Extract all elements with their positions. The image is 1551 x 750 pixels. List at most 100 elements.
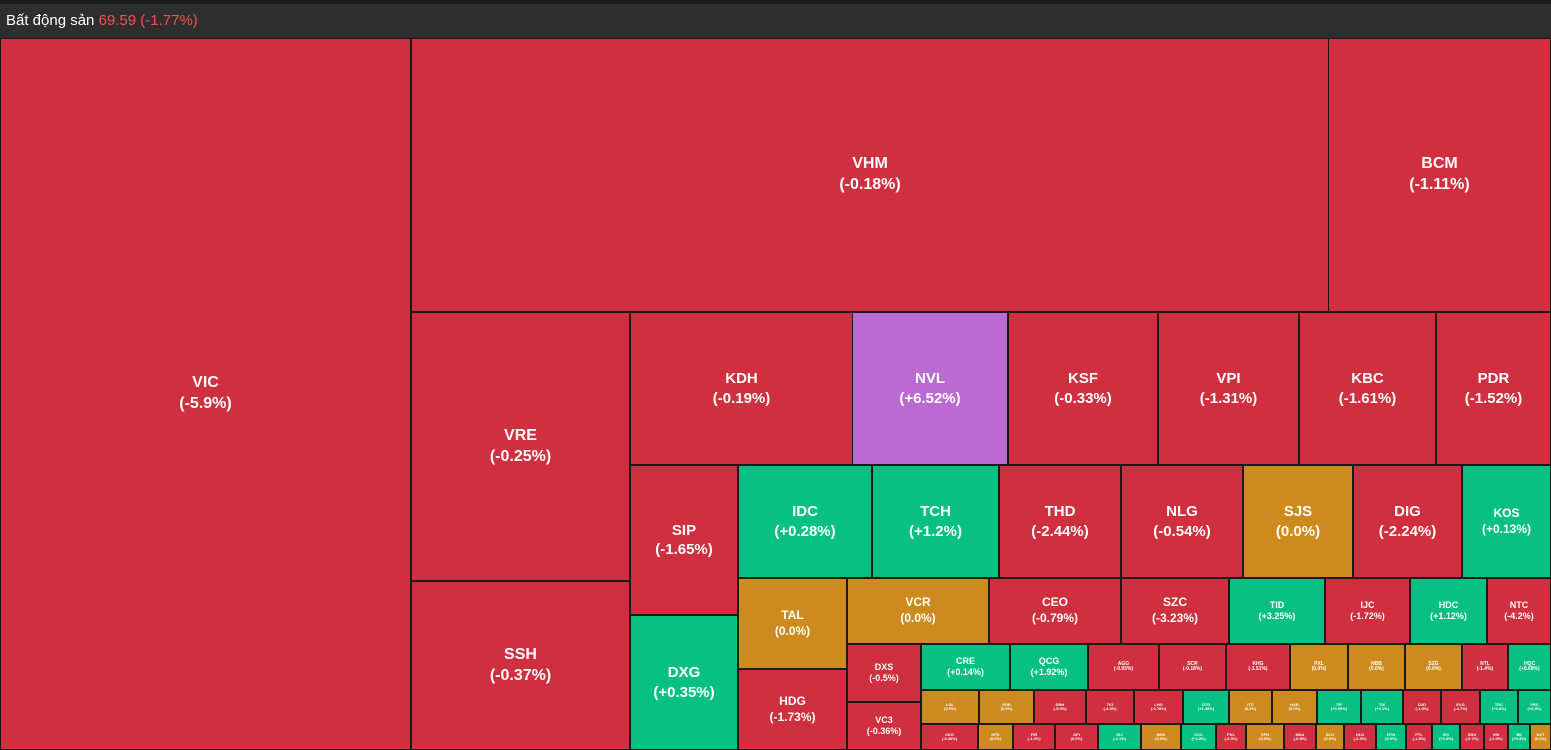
stock-tile-khg[interactable]: KHG (-1.51%): [1226, 644, 1290, 690]
stock-code: NTC: [1509, 600, 1529, 611]
stock-code: HLD: [1355, 731, 1365, 737]
stock-tile-api[interactable]: API (0.0%): [1055, 724, 1098, 750]
stock-tile-sgr[interactable]: SGR (0.0%): [979, 690, 1034, 724]
stock-tile-vni[interactable]: VNI (-2.0%): [1484, 724, 1508, 750]
stock-change: (-1.9%): [1415, 706, 1429, 711]
stock-change: (-0.5%): [869, 673, 899, 683]
stock-tile-idj[interactable]: IDJ (-2.1%): [1098, 724, 1141, 750]
stock-tile-ceo[interactable]: CEO (-0.79%): [989, 578, 1121, 644]
stock-change: (0.0%): [900, 611, 936, 625]
stock-tile-pvl[interactable]: PVL (-3.0%): [1216, 724, 1246, 750]
stock-change: (-2.24%): [1378, 522, 1437, 540]
stock-tile-vph[interactable]: VPH (0.0%): [1246, 724, 1284, 750]
stock-tile-scr[interactable]: SCR (-0.18%): [1159, 644, 1226, 690]
stock-code: LGL: [946, 701, 954, 707]
stock-tile-har[interactable]: HAR (0.0%): [1272, 690, 1317, 724]
stock-tile-vic[interactable]: VIC (-5.9%): [0, 38, 411, 750]
stock-tile-dtd[interactable]: DTD (+1.48%): [1183, 690, 1229, 724]
stock-change: (-3.23%): [1151, 611, 1198, 625]
stock-tile-kos[interactable]: KOS (+0.13%): [1462, 465, 1551, 578]
stock-change: (-1.65%): [655, 541, 713, 558]
stock-tile-cre[interactable]: CRE (+0.14%): [921, 644, 1010, 690]
stock-code: PXL: [1314, 660, 1324, 667]
stock-code: VPH: [1260, 731, 1270, 737]
stock-tile-tal[interactable]: TAL (0.0%): [738, 578, 847, 669]
stock-tile-idv[interactable]: IDV (+0.4%): [1432, 724, 1460, 750]
stock-tile-qcg[interactable]: QCG (+1.92%): [1010, 644, 1088, 690]
stock-code: SCR: [1187, 660, 1198, 667]
stock-tile-vpi[interactable]: VPI (-1.31%): [1158, 312, 1299, 465]
stock-tile-nbb[interactable]: NBB (0.0%): [1348, 644, 1405, 690]
stock-tile-agg[interactable]: AGG (-0.93%): [1088, 644, 1159, 690]
stock-tile-evg[interactable]: EVG (-4.7%): [1441, 690, 1480, 724]
stock-code: BCM: [1421, 155, 1458, 173]
stock-tile-dxs[interactable]: DXS (-0.5%): [847, 644, 921, 702]
stock-tile-itc[interactable]: ITC (0.0%): [1229, 690, 1272, 724]
stock-tile-hdc[interactable]: HDC (+1.12%): [1410, 578, 1487, 644]
stock-code: D2D: [1417, 701, 1426, 707]
stock-tile-ndn[interactable]: NDN (0.0%): [1141, 724, 1181, 750]
stock-tile-vre[interactable]: VRE (-0.25%): [411, 312, 630, 581]
stock-tile-tig[interactable]: TIG (-4.4%): [1086, 690, 1134, 724]
stock-tile-dlg[interactable]: DLG (0.0%): [1316, 724, 1344, 750]
stock-tile-pdr[interactable]: PDR (-1.52%): [1436, 312, 1551, 465]
stock-tile-d2d[interactable]: D2D (-1.9%): [1403, 690, 1441, 724]
stock-tile-tix[interactable]: TIX (+0.1%): [1361, 690, 1403, 724]
stock-tile-hld[interactable]: HLD (-2.3%): [1344, 724, 1376, 750]
stock-tile-vc3[interactable]: VC3 (-0.36%): [847, 702, 921, 750]
stock-tile-bii[interactable]: BII (+0.3%): [1508, 724, 1530, 750]
stock-tile-nha[interactable]: NHA (-0.8%): [1284, 724, 1316, 750]
stock-tile-hqc[interactable]: HQC (+0.68%): [1508, 644, 1551, 690]
stock-tile-nlg[interactable]: NLG (-0.54%): [1121, 465, 1243, 578]
stock-code: VRC: [1530, 701, 1539, 707]
stock-tile-pxl[interactable]: PXL (0.0%): [1290, 644, 1348, 690]
stock-change: (-0.8%): [1293, 736, 1307, 741]
stock-tile-ckg[interactable]: CKG (-0.46%): [921, 724, 978, 750]
stock-tile-tch[interactable]: TCH (+1.2%): [872, 465, 999, 578]
stock-tile-ssh[interactable]: SSH (-0.37%): [411, 581, 630, 750]
stock-tile-thd[interactable]: THD (-2.44%): [999, 465, 1121, 578]
stock-tile-tip[interactable]: TIP (+0.55%): [1317, 690, 1361, 724]
stock-tile-tdc[interactable]: TDC (+0.6%): [1480, 690, 1518, 724]
stock-tile-szg[interactable]: SZG (0.0%): [1405, 644, 1462, 690]
stock-tile-hpx[interactable]: HPX (0.0%): [978, 724, 1013, 750]
stock-tile-ptl[interactable]: PTL (-1.5%): [1406, 724, 1432, 750]
stock-change: (-2.1%): [1112, 736, 1127, 741]
stock-tile-szc[interactable]: SZC (-3.23%): [1121, 578, 1229, 644]
stock-change: (-1.5%): [1412, 736, 1426, 741]
stock-tile-kdh[interactable]: KDH (-0.19%): [630, 312, 853, 465]
stock-tile-fir[interactable]: FIR (-1.2%): [1013, 724, 1055, 750]
stock-change: (+6.52%): [899, 389, 961, 407]
stock-code: IJC: [1360, 600, 1375, 611]
stock-tile-ijc[interactable]: IJC (-1.72%): [1325, 578, 1410, 644]
stock-tile-drh[interactable]: DRH (-5.0%): [1034, 690, 1086, 724]
stock-tile-htn[interactable]: HTN (0.0%): [1376, 724, 1406, 750]
stock-tile-dig[interactable]: DIG (-2.24%): [1353, 465, 1462, 578]
stock-tile-hdg[interactable]: HDG (-1.73%): [738, 669, 847, 750]
stock-tile-vhm[interactable]: VHM (-0.18%): [411, 38, 1329, 312]
stock-tile-lgl[interactable]: LGL (0.0%): [921, 690, 979, 724]
stock-tile-vcr[interactable]: VCR (0.0%): [847, 578, 989, 644]
stock-tile-vrc[interactable]: VRC (+0.9%): [1518, 690, 1551, 724]
stock-tile-sjs[interactable]: SJS (0.0%): [1243, 465, 1353, 578]
stock-tile-ksf[interactable]: KSF (-0.33%): [1008, 312, 1158, 465]
stock-tile-sdu[interactable]: SDU (-0.7%): [1460, 724, 1484, 750]
stock-tile-kbc[interactable]: KBC (-1.61%): [1299, 312, 1436, 465]
stock-tile-ntc[interactable]: NTC (-4.2%): [1487, 578, 1551, 644]
stock-code: KHG: [1252, 660, 1264, 667]
stock-code: KDH: [725, 370, 758, 387]
stock-change: (-0.37%): [489, 666, 552, 684]
stock-tile-lhg[interactable]: LHG (-0.78%): [1134, 690, 1183, 724]
stock-tile-tid[interactable]: TID (+3.25%): [1229, 578, 1325, 644]
stock-tile-csc[interactable]: CSC (+1.0%): [1181, 724, 1216, 750]
stock-tile-nvt[interactable]: NVT (0.0%): [1530, 724, 1551, 750]
stock-tile-nvl[interactable]: NVL (+6.52%): [852, 312, 1008, 465]
stock-tile-idc[interactable]: IDC (+0.28%): [738, 465, 872, 578]
stock-code: DRH: [1055, 701, 1065, 707]
stock-change: (+0.1%): [1374, 706, 1390, 711]
stock-change: (-0.33%): [1054, 389, 1112, 407]
stock-tile-bcm[interactable]: BCM (-1.11%): [1328, 38, 1551, 312]
stock-tile-dxg[interactable]: DXG (+0.35%): [630, 615, 738, 750]
stock-tile-sip[interactable]: SIP (-1.65%): [630, 465, 738, 615]
stock-tile-ntl[interactable]: NTL (-1.4%): [1462, 644, 1508, 690]
